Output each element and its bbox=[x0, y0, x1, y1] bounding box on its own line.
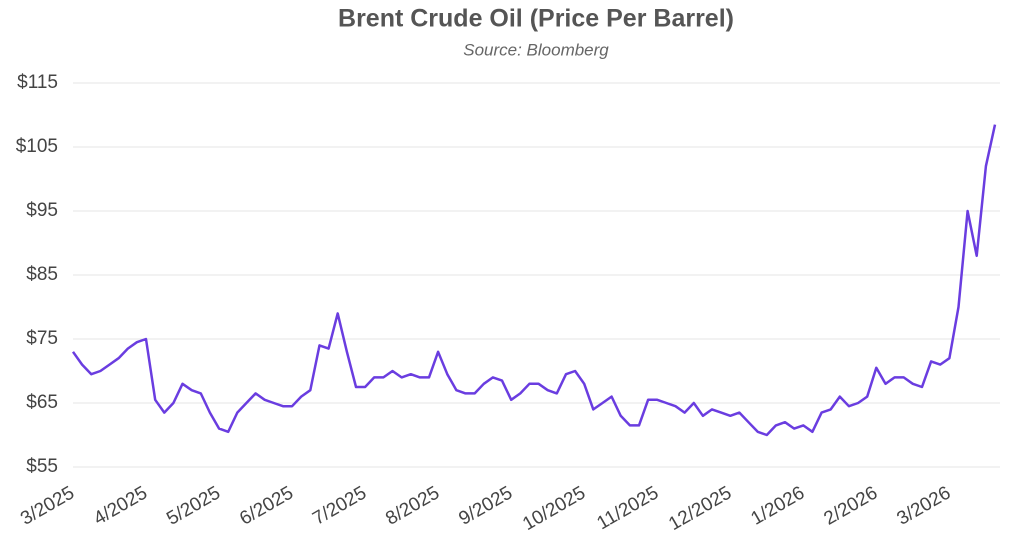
y-tick-label: $95 bbox=[26, 200, 58, 221]
line-series bbox=[71, 124, 997, 437]
chart-title: Brent Crude Oil (Price Per Barrel) bbox=[338, 5, 734, 33]
x-tick-label: 6/2025 bbox=[236, 482, 297, 529]
x-tick-label: 10/2025 bbox=[519, 482, 589, 535]
x-tick-label: 7/2025 bbox=[309, 482, 370, 529]
x-tick-label: 3/2026 bbox=[894, 482, 955, 529]
x-tick-label: 2/2026 bbox=[820, 482, 881, 529]
x-tick-label: 5/2025 bbox=[163, 482, 224, 529]
x-tick-label: 3/2025 bbox=[17, 482, 78, 529]
y-tick-label: $85 bbox=[26, 264, 58, 285]
x-tick-label: 1/2026 bbox=[747, 482, 808, 529]
y-tick-label: $115 bbox=[17, 72, 58, 93]
y-tick-label: $65 bbox=[26, 392, 58, 413]
y-tick-label: $75 bbox=[26, 328, 58, 349]
y-tick-label: $105 bbox=[16, 136, 58, 157]
x-tick-label: 9/2025 bbox=[455, 482, 516, 529]
x-tick-label: 8/2025 bbox=[382, 482, 443, 529]
x-tick-label: 11/2025 bbox=[593, 482, 662, 534]
x-tick-label: 12/2025 bbox=[665, 482, 735, 535]
x-tick-label: 4/2025 bbox=[90, 482, 151, 529]
y-tick-label: $55 bbox=[26, 456, 58, 477]
chart-subtitle: Source: Bloomberg bbox=[463, 40, 609, 59]
